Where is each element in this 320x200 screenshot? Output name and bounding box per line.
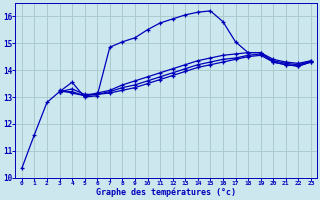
X-axis label: Graphe des températures (°c): Graphe des températures (°c) xyxy=(96,188,236,197)
